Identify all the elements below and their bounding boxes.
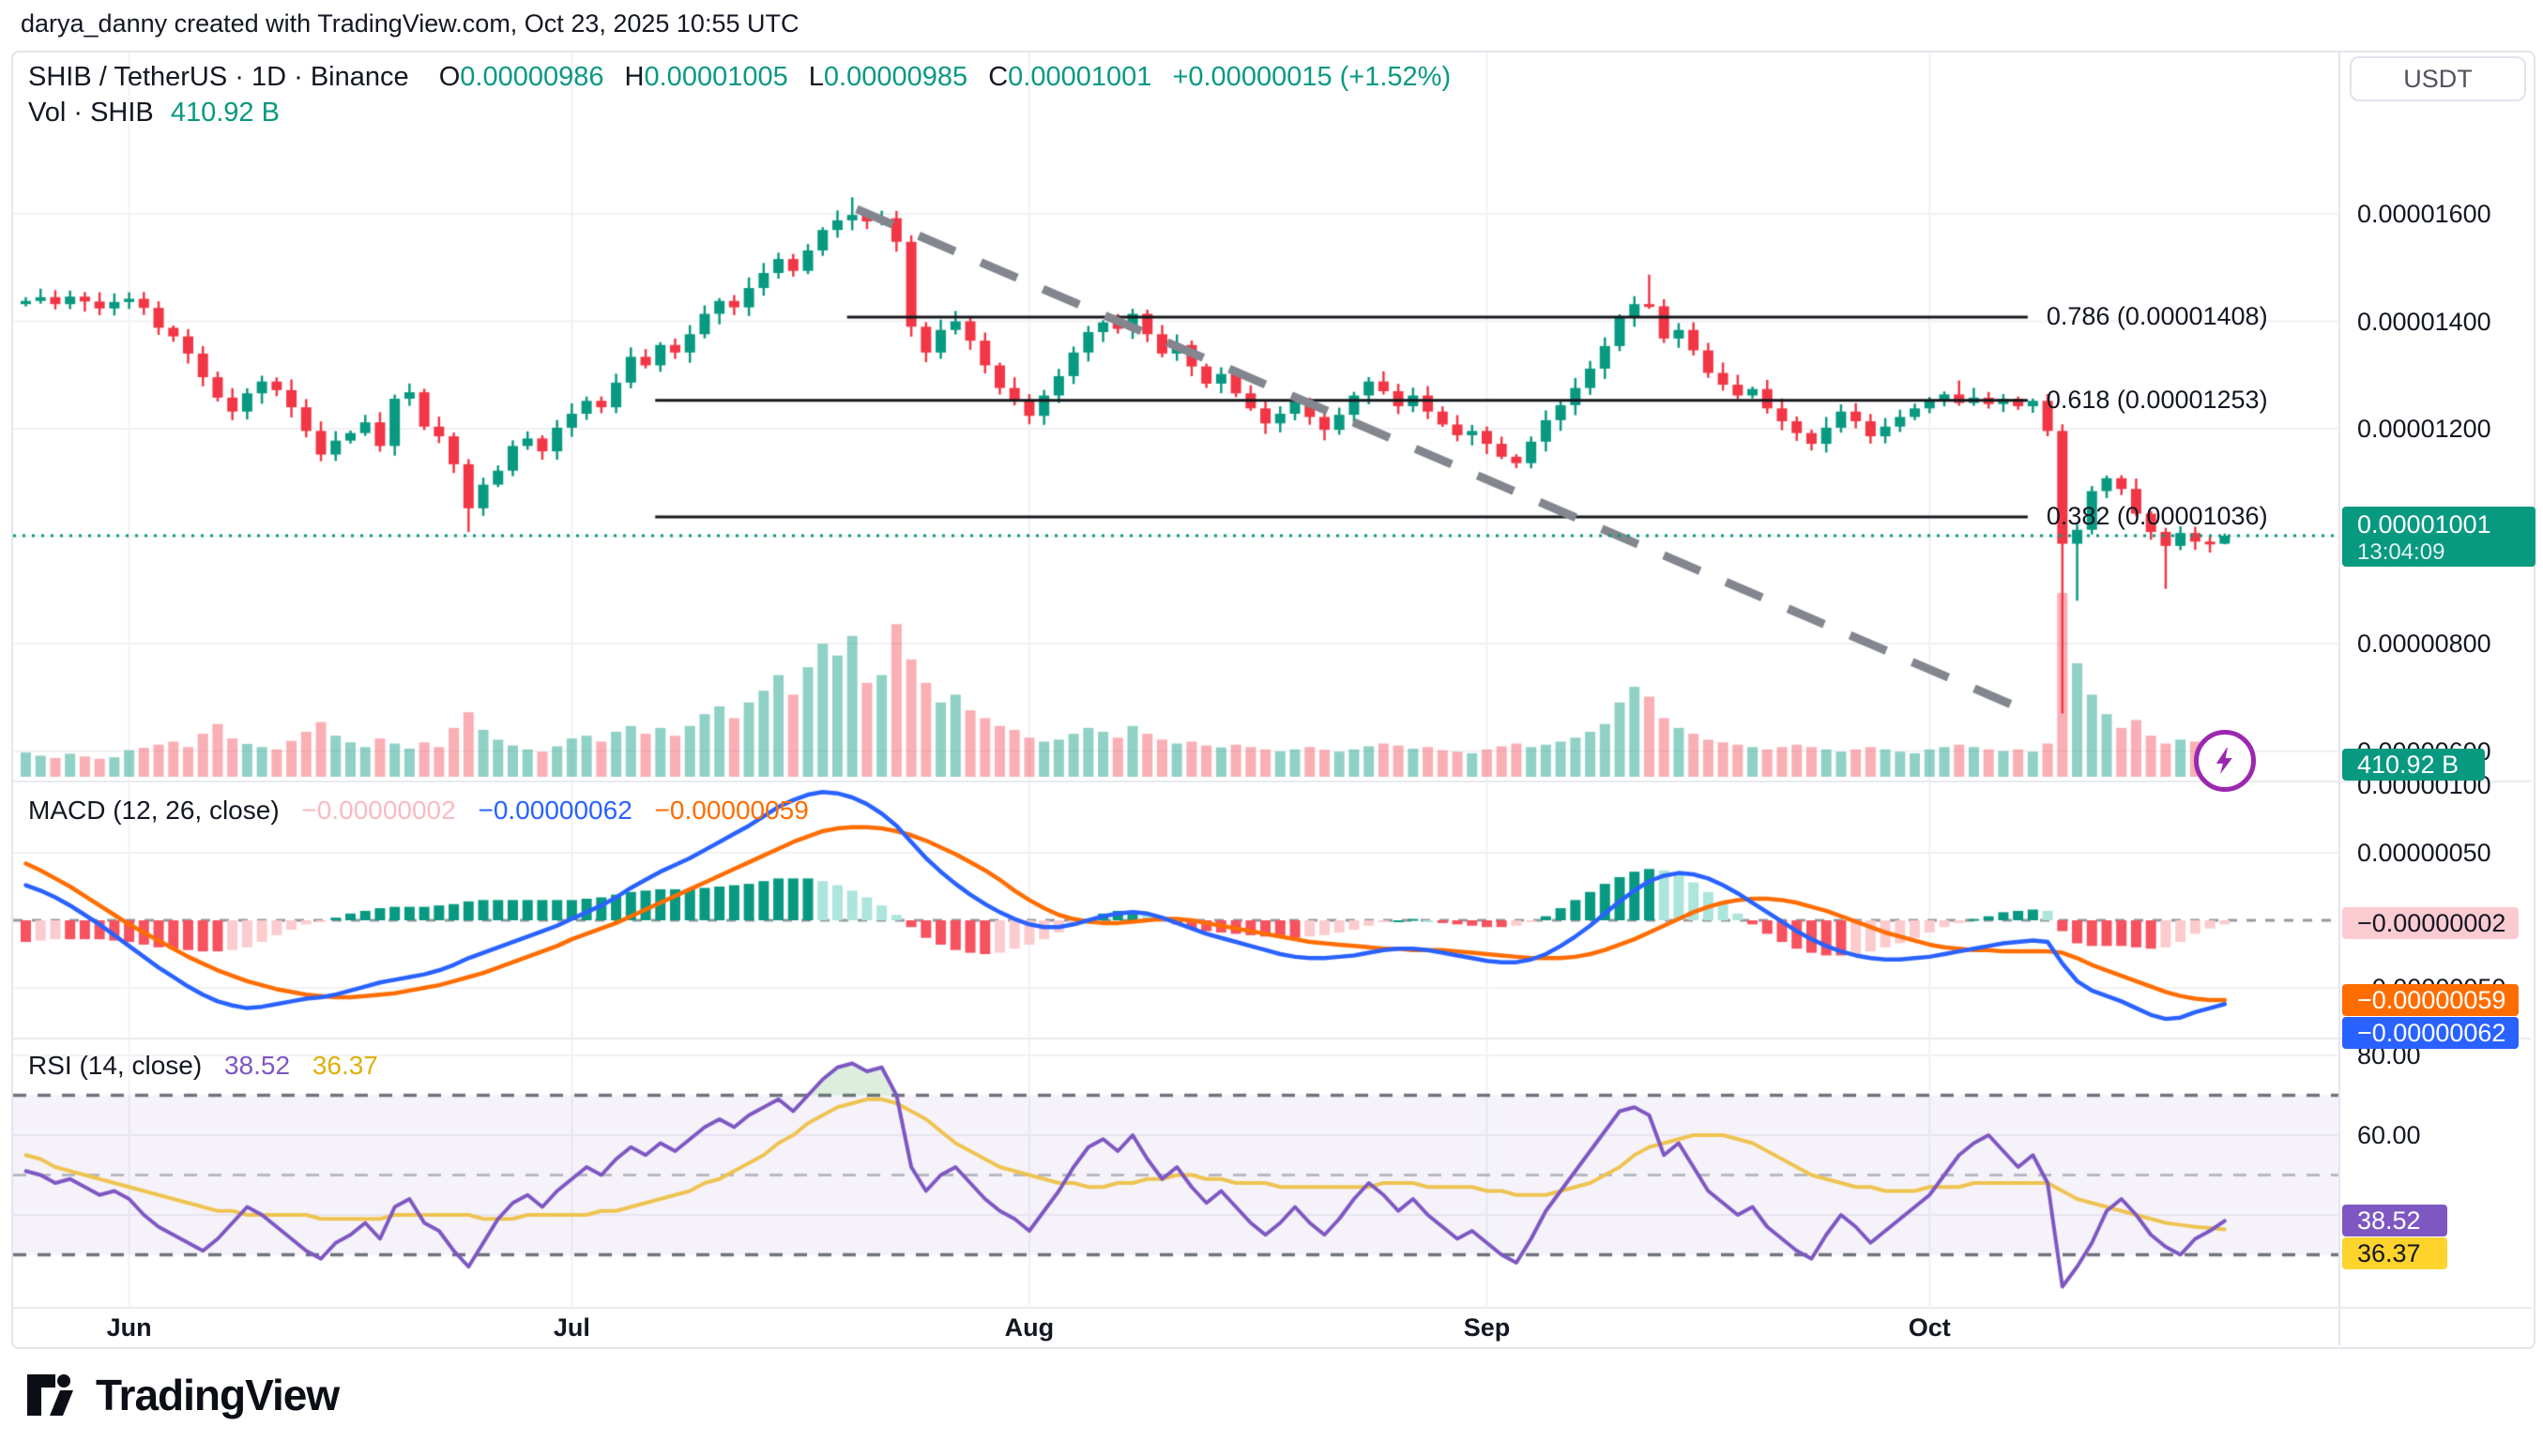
fib-level-label: 0.618 (0.00001253) xyxy=(2046,385,2268,414)
rsi-axis-label: 60.00 xyxy=(2357,1121,2421,1149)
price-axis-label: 0.00001400 xyxy=(2357,307,2491,336)
macd-signal-badge: −0.00000059 xyxy=(2342,983,2519,1016)
rsi-badge: 38.52 xyxy=(2342,1205,2447,1237)
ohlc-close-label: C xyxy=(988,62,1009,92)
tradingview-logo-text: TradingView xyxy=(96,1371,340,1419)
fib-level-label: 0.382 (0.00001036) xyxy=(2046,501,2268,530)
price-axis-label: 0.00000800 xyxy=(2357,629,2491,659)
current-price-badge: 0.00001001 13:04:09 xyxy=(2342,507,2535,568)
tradingview-logo[interactable]: TradingView xyxy=(26,1370,340,1420)
change-value: +0.00000015 (+1.52%) xyxy=(1172,62,1452,92)
macd-title-text: MACD (12, 26, close) xyxy=(28,796,280,825)
price-axis-label: 0.00001200 xyxy=(2357,415,2491,444)
lightning-icon xyxy=(2216,747,2232,775)
ohlc-open-label: O xyxy=(438,62,461,92)
tradingview-logo-icon xyxy=(27,1374,73,1416)
macd-pane-title: MACD (12, 26, close) −0.00000002 −0.0000… xyxy=(28,796,809,826)
macd-histogram-value: −0.00000002 xyxy=(301,796,456,825)
time-axis-month-label: Jun xyxy=(106,1313,152,1342)
time-axis-month-label: Oct xyxy=(1908,1313,1951,1342)
ohlc-low-value: 0.00000985 xyxy=(823,62,968,92)
macd-axis-label: 0.00000050 xyxy=(2357,839,2491,867)
ohlc-close-value: 0.00001001 xyxy=(1008,62,1152,92)
rsi-ma-badge: 36.37 xyxy=(2342,1237,2447,1270)
symbol-legend: SHIB / TetherUS · 1D · Binance O0.000009… xyxy=(28,62,1451,93)
price-scale-separator xyxy=(2338,51,2340,1345)
fib-level-label: 0.786 (0.00001408) xyxy=(2046,301,2268,330)
time-axis-month-label: Sep xyxy=(1463,1313,1511,1342)
volume-legend: Vol · SHIB 410.92 B xyxy=(28,98,280,129)
time-axis-month-label: Jul xyxy=(553,1313,590,1342)
flash-quick-trade-button[interactable] xyxy=(2194,730,2256,792)
pane-separator-macd[interactable] xyxy=(12,781,2531,782)
time-axis-separator xyxy=(11,1307,2532,1309)
price-axis-label: 0.00001600 xyxy=(2357,200,2491,228)
rsi-value: 38.52 xyxy=(223,1051,291,1080)
pane-separator-rsi[interactable] xyxy=(12,1038,2531,1039)
volume-label: Vol · SHIB xyxy=(28,98,154,128)
attribution-text: darya_danny created with TradingView.com… xyxy=(21,9,799,38)
time-axis-month-label: Aug xyxy=(1004,1313,1055,1342)
symbol-description: SHIB / TetherUS · 1D · Binance xyxy=(28,62,409,92)
macd-line-value: −0.00000062 xyxy=(478,796,632,825)
volume-badge: 410.92 B xyxy=(2342,749,2485,781)
bar-countdown: 13:04:09 xyxy=(2357,539,2445,566)
rsi-ma-value: 36.37 xyxy=(312,1051,378,1080)
macd-line-badge: −0.00000062 xyxy=(2342,1016,2519,1049)
ohlc-high-label: H xyxy=(624,62,645,92)
volume-value: 410.92 B xyxy=(170,98,280,128)
macd-signal-value: −0.00000059 xyxy=(654,796,809,825)
ohlc-low-label: L xyxy=(808,62,824,92)
current-price-value: 0.00001001 xyxy=(2357,510,2491,539)
macd-histogram-badge: −0.00000002 xyxy=(2342,906,2519,939)
rsi-pane-title: RSI (14, close) 38.52 36.37 xyxy=(28,1051,378,1081)
ohlc-open-value: 0.00000986 xyxy=(460,62,604,92)
currency-toggle-button[interactable]: USDT xyxy=(2350,56,2526,101)
rsi-title-text: RSI (14, close) xyxy=(28,1051,203,1080)
ohlc-high-value: 0.00001005 xyxy=(644,62,788,92)
